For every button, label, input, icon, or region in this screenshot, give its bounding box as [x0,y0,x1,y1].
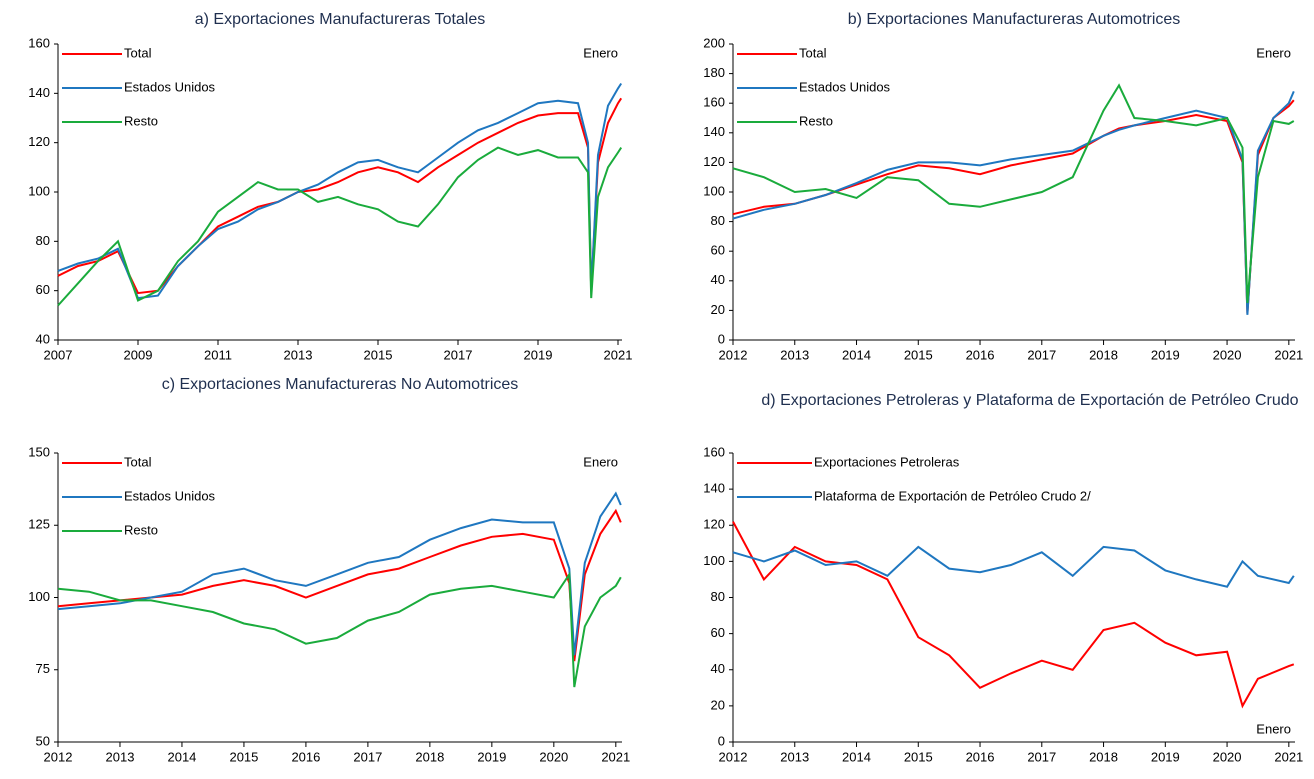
y-tick-label: 160 [703,95,725,110]
y-tick-label: 100 [703,183,725,198]
x-tick-label: 2020 [539,749,568,764]
x-tick-label: 2021 [604,347,633,362]
series-line [57,82,623,300]
y-tick-label: 40 [711,272,725,287]
x-tick-label: 2017 [1027,347,1056,362]
legend-label: Resto [799,113,833,128]
x-tick-label: 2015 [904,749,933,764]
x-tick-label: 2009 [124,347,153,362]
x-tick-label: 2017 [353,749,382,764]
series-line [732,99,1295,314]
annotation: Enero [1256,45,1291,60]
y-tick-label: 60 [711,243,725,258]
legend-label: Plataforma de Exportación de Petróleo Cr… [814,488,1091,503]
y-tick-label: 50 [36,733,50,748]
y-tick-label: 0 [718,733,725,748]
legend-label: Exportaciones Petroleras [814,454,960,469]
annotation: Enero [583,454,618,469]
x-tick-label: 2016 [966,347,995,362]
x-tick-label: 2021 [1274,749,1303,764]
series-line [57,146,623,307]
y-tick-label: 140 [703,124,725,139]
x-tick-label: 2013 [780,347,809,362]
x-tick-label: 2020 [1213,347,1242,362]
y-tick-label: 140 [28,85,50,100]
x-tick-label: 2013 [284,347,313,362]
x-tick-label: 2013 [780,749,809,764]
y-tick-label: 100 [703,553,725,568]
x-tick-label: 2018 [415,749,444,764]
x-tick-label: 2012 [44,749,73,764]
y-tick-label: 60 [36,282,50,297]
legend-label: Estados Unidos [124,488,216,503]
y-tick-label: 160 [703,444,725,459]
x-tick-label: 2011 [204,347,232,362]
y-tick-label: 20 [711,697,725,712]
y-tick-label: 60 [711,625,725,640]
y-tick-label: 180 [703,65,725,80]
chart-title: c) Exportaciones Manufactureras No Autom… [161,376,519,393]
x-tick-label: 2019 [524,347,553,362]
legend-label: Total [124,45,152,60]
x-tick-label: 2018 [1089,749,1118,764]
y-tick-label: 40 [36,331,50,346]
x-tick-label: 2014 [842,347,871,362]
legend-label: Estados Unidos [124,79,216,94]
x-tick-label: 2014 [842,749,871,764]
y-tick-label: 80 [36,233,50,248]
x-tick-label: 2018 [1089,347,1118,362]
x-tick-label: 2015 [364,347,393,362]
y-tick-label: 80 [711,589,725,604]
legend-label: Resto [124,522,158,537]
y-tick-label: 100 [28,183,50,198]
x-tick-label: 2019 [1151,347,1180,362]
y-tick-label: 125 [28,517,50,532]
x-tick-label: 2019 [477,749,506,764]
x-tick-label: 2012 [719,347,748,362]
x-tick-label: 2020 [1213,749,1242,764]
y-tick-label: 160 [28,35,50,50]
series-line [732,83,1295,304]
x-tick-label: 2021 [601,749,630,764]
x-tick-label: 2019 [1151,749,1180,764]
legend-label: Total [124,454,152,469]
x-tick-label: 2021 [1274,347,1303,362]
chart-title: d) Exportaciones Petroleras y Plataforma… [761,392,1299,409]
x-tick-label: 2015 [229,749,258,764]
y-tick-label: 120 [703,154,725,169]
series-line [57,491,622,656]
legend-label: Total [799,45,827,60]
x-tick-label: 2017 [444,347,473,362]
y-tick-label: 80 [711,213,725,228]
y-tick-label: 120 [28,134,50,149]
y-tick-label: 20 [711,302,725,317]
y-tick-label: 120 [703,517,725,532]
y-tick-label: 140 [703,481,725,496]
series-line [57,571,622,688]
y-tick-label: 150 [28,444,50,459]
legend-label: Resto [124,113,158,128]
y-tick-label: 40 [711,661,725,676]
y-tick-label: 200 [703,35,725,50]
x-tick-label: 2016 [966,749,995,764]
legend-label: Estados Unidos [799,79,891,94]
series-line [732,521,1295,709]
y-tick-label: 100 [28,589,50,604]
annotation: Enero [583,45,618,60]
x-tick-label: 2016 [291,749,320,764]
y-tick-label: 75 [36,661,50,676]
x-tick-label: 2007 [44,347,73,362]
y-tick-label: 0 [718,331,725,346]
x-tick-label: 2013 [106,749,135,764]
x-tick-label: 2012 [719,749,748,764]
chart-title: b) Exportaciones Manufactureras Automotr… [847,11,1181,28]
x-tick-label: 2017 [1027,749,1056,764]
x-tick-label: 2014 [167,749,196,764]
annotation: Enero [1256,721,1291,736]
x-tick-label: 2015 [904,347,933,362]
chart-title: a) Exportaciones Manufactureras Totales [194,11,486,28]
series-line [732,545,1295,588]
